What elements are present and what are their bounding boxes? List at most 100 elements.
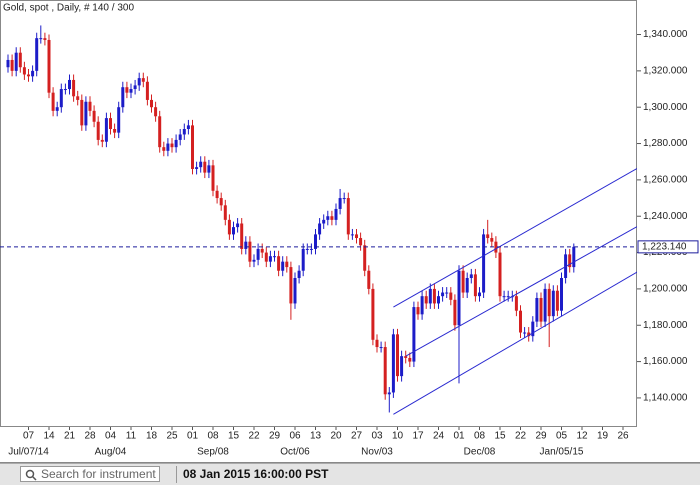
candle-body [371,288,375,340]
candle-body [27,74,30,77]
x-tick-label: 29 [535,431,547,442]
candle-body [547,288,551,317]
candle-body [256,248,260,260]
y-tick-label: 1,260.000 [643,175,688,186]
candle-body [551,290,555,317]
candle-body [76,96,80,100]
candle-body [514,296,518,311]
candle-body [346,198,350,235]
x-tick-label: 15 [494,431,506,442]
last-price-label: 1,223.140 [642,242,687,253]
trend-line [405,226,637,357]
candle-body [162,147,166,151]
candle-body [387,392,391,395]
y-tick-label: 1,160.000 [643,356,688,367]
candle-body [22,67,26,75]
x-tick-label: 21 [64,431,76,442]
candle-body [117,107,121,133]
candle-body [297,270,301,279]
chart-title: Gold, spot , Daily, # 140 / 300 [3,3,134,14]
candle-body [14,52,18,71]
candle-body [92,110,96,122]
candle-body [289,267,293,304]
candle-body [158,116,162,148]
candle-body [379,347,383,349]
candle-body [223,205,227,220]
candle-body [211,165,215,191]
x-tick-label: 13 [310,431,322,442]
candle-body [322,219,326,224]
last-price-box [637,240,699,254]
candle-body [113,129,117,133]
period-label: Nov/03 [361,447,393,458]
candle-body [80,99,84,126]
y-tick-label: 1,320.000 [643,66,688,77]
candle-body [457,270,461,326]
candle-body [465,278,469,293]
candle-body [43,38,47,40]
x-tick-label: 26 [617,431,629,442]
candle-body [535,297,539,322]
candle-body [63,89,67,91]
y-tick-label: 1,180.000 [643,320,688,331]
candle-body [236,223,240,228]
candle-body [47,39,51,93]
candle-body [441,292,445,297]
period-label: Jan/05/15 [540,447,584,458]
candle-body [277,256,281,271]
candle-body [400,356,404,377]
candle-body [486,234,490,239]
period-label: Jul/07/14 [8,447,49,458]
candle-body [293,278,297,304]
x-tick-label: 01 [453,431,465,442]
x-tick-label: 14 [43,431,55,442]
candle-body [449,292,453,300]
candle-body [186,125,190,130]
candle-body [18,52,22,68]
candle-body [338,198,342,209]
candle-body [191,125,194,169]
candle-body [560,278,563,311]
candle-body [154,107,158,117]
candle-body [104,118,108,142]
x-tick-label: 18 [146,431,158,442]
candle-body [72,79,76,97]
x-tick-label: 07 [23,431,35,442]
x-tick-label: 28 [84,431,96,442]
x-tick-label: 20 [330,431,342,442]
plot-area [0,0,637,427]
candle-body [125,87,129,93]
plot [6,25,637,415]
candle-body [96,121,100,140]
candle-body [342,198,346,200]
candle-body [404,356,408,358]
candle-body [174,139,178,148]
candle-body [199,161,203,168]
search-box[interactable]: Search for instrument [20,466,160,482]
x-tick-label: 08 [474,431,486,442]
candle-body [31,70,35,77]
candle-body [145,81,149,100]
period-label: Sep/08 [197,447,229,458]
candle-body [412,307,416,362]
candle-body [314,234,317,249]
candle-body [150,99,153,108]
candle-body [240,223,244,249]
candle-body [461,270,465,293]
candle-body [252,259,256,262]
candle-body [260,248,264,253]
y-tick-label: 1,240.000 [643,211,688,222]
x-tick-label: 25 [166,431,178,442]
x-tick-label: 11 [126,431,137,442]
candle-body [244,241,248,249]
trend-line [393,271,637,415]
toolbar: Search for instrument 08 Jan 2015 16:00:… [0,463,700,485]
candle-body [248,241,252,262]
x-tick-label: 05 [556,431,568,442]
x-tick-label: 24 [433,431,445,442]
x-tick-label: 03 [371,431,383,442]
candle-body [523,332,527,334]
candle-body [137,78,141,86]
candle-body [215,190,219,199]
candle-body [109,118,112,130]
